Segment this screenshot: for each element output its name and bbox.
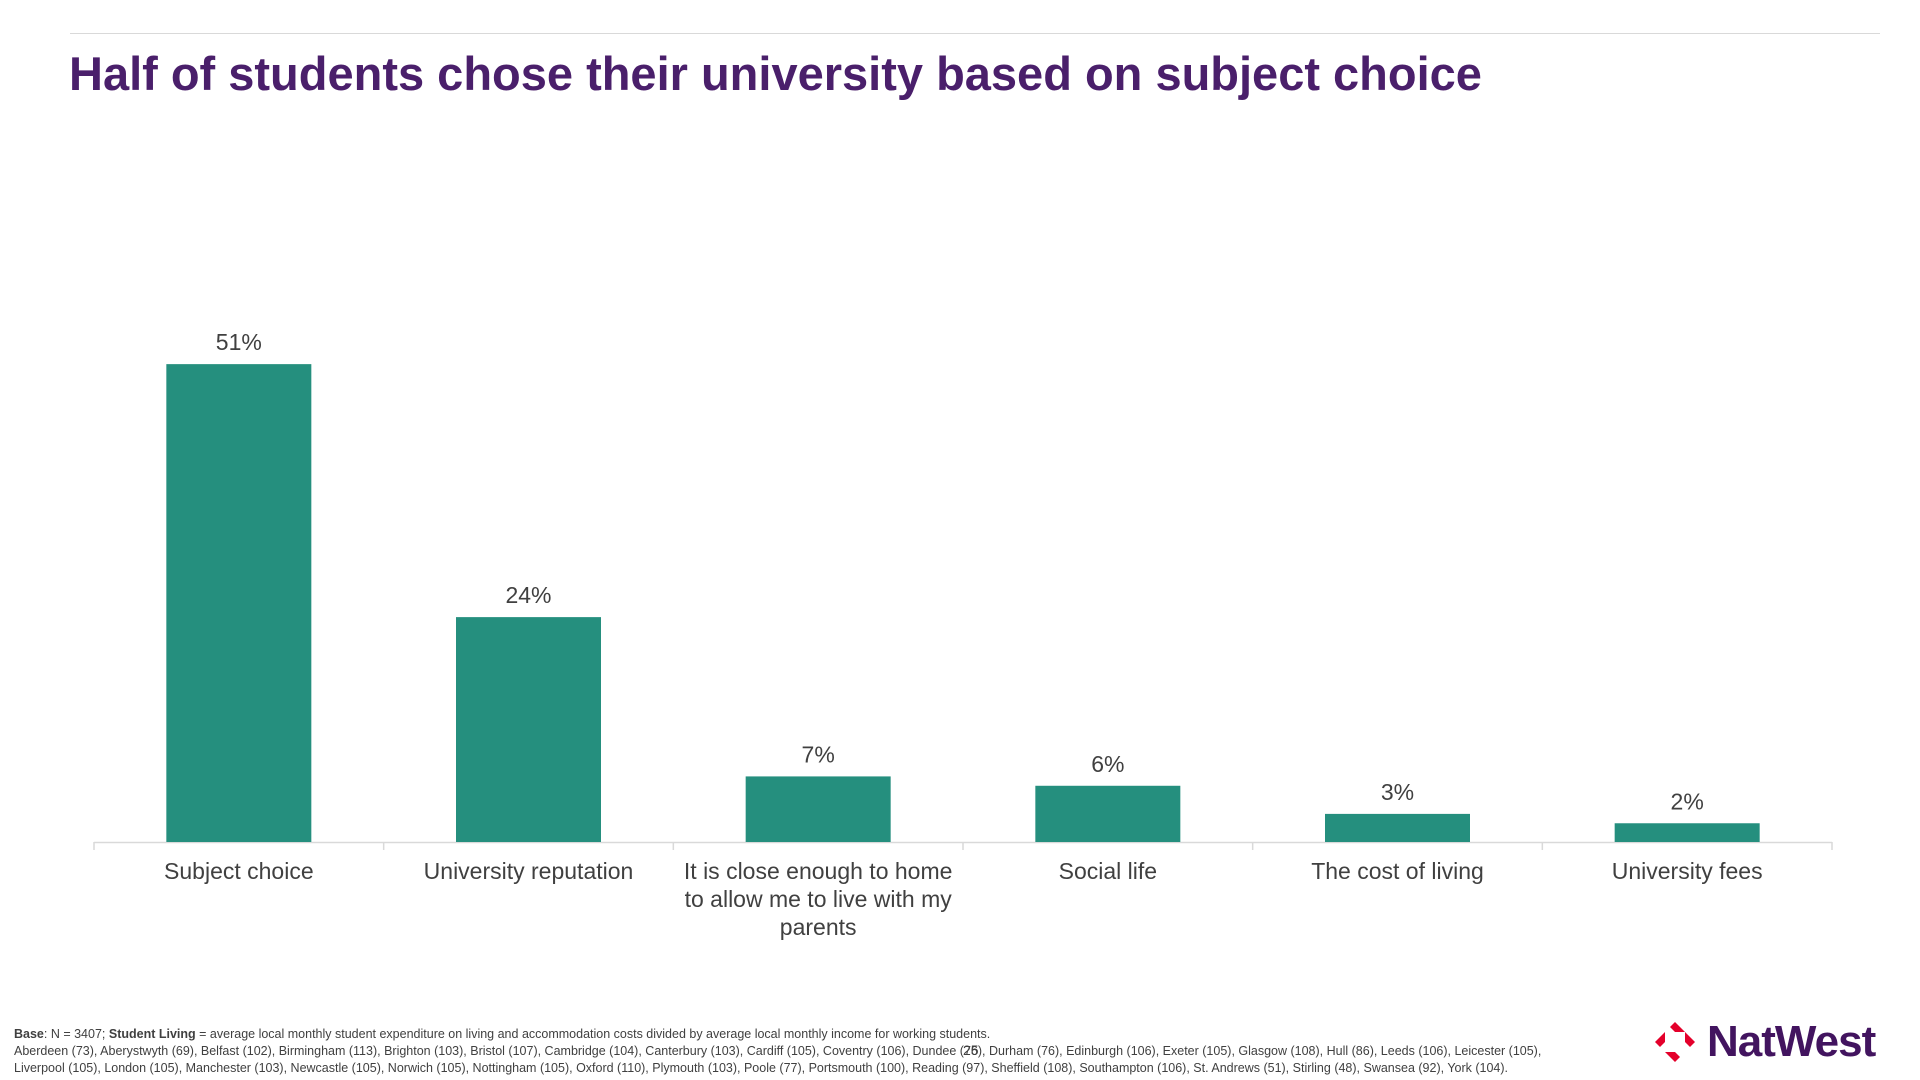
category-label-line: University reputation (424, 858, 634, 884)
bar (456, 617, 601, 842)
top-divider (70, 33, 1880, 34)
bar (745, 776, 891, 842)
category-label-line: The cost of living (1311, 858, 1484, 884)
bar (166, 364, 312, 842)
data-label: 51% (216, 329, 262, 355)
bar (1325, 813, 1470, 842)
footnote-definition-text: = average local monthly student expendit… (195, 1027, 991, 1041)
footnote-base-label: Base (14, 1027, 44, 1041)
category-label-line: Social life (1059, 858, 1157, 884)
category-label: Subject choice (164, 858, 314, 884)
page-number: 25 (963, 1042, 979, 1058)
footnote-cities: Aberdeen (73), Aberystwyth (69), Belfast… (14, 1044, 1542, 1075)
bar (1035, 785, 1181, 842)
data-label: 2% (1671, 788, 1704, 814)
category-label: The cost of living (1311, 858, 1484, 884)
category-label: University fees (1612, 858, 1763, 884)
footnote: Base: N = 3407; Student Living = average… (14, 1026, 1574, 1077)
category-label-line: parents (780, 914, 857, 940)
category-label-line: University fees (1612, 858, 1763, 884)
bar (1614, 823, 1760, 842)
natwest-cubes-logo-icon (1655, 1022, 1695, 1062)
data-label: 6% (1091, 751, 1124, 777)
category-label: It is close enough to home to allow me to… (684, 858, 953, 940)
footnote-base-text: : N = 3407; (43, 1027, 109, 1041)
data-label: 7% (802, 741, 835, 767)
data-label: 24% (505, 582, 551, 608)
natwest-logo: NatWest (1653, 1017, 1876, 1066)
category-label-line: It is close enough to home (684, 858, 953, 884)
category-label: Social life (1059, 858, 1157, 884)
category-label-line: to allow me to live with my (685, 886, 953, 912)
footnote-definition-label: Student Living (108, 1027, 196, 1041)
slide-title: Half of students chose their university … (69, 47, 1482, 100)
logo-wordmark: NatWest (1707, 1017, 1876, 1066)
category-label: University reputation (424, 858, 634, 884)
category-label-line: Subject choice (164, 858, 314, 884)
data-label: 3% (1381, 779, 1414, 805)
